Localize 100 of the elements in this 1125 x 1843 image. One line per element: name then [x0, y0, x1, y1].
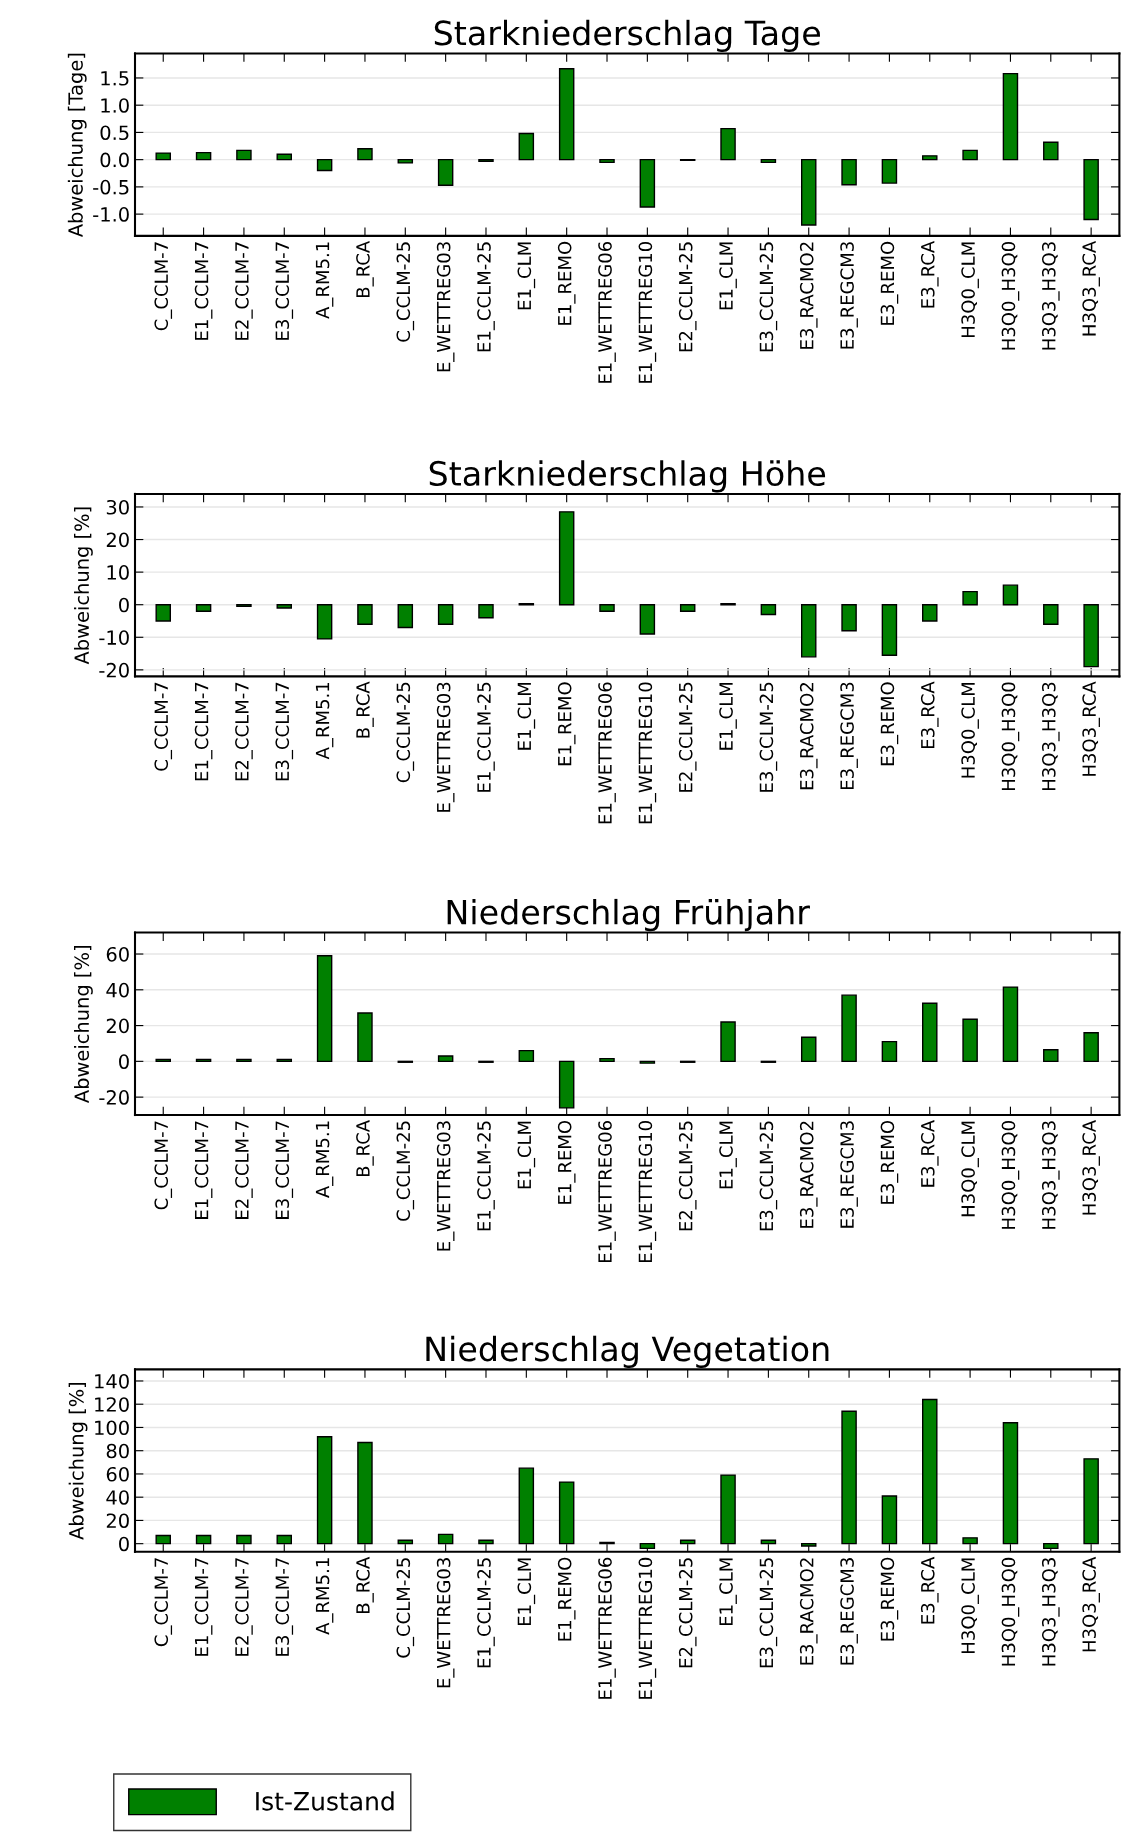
x-tick-label: H3Q0_H3Q0 [1001, 1557, 1020, 1666]
bar [236, 149, 252, 161]
x-tick-label: H3Q3_H3Q3 [1041, 242, 1060, 350]
bar [276, 604, 293, 609]
x-tick-label: H3Q3_H3Q3 [1041, 682, 1060, 791]
bar [922, 604, 938, 622]
x-tick-label: H3Q0_CLM [961, 242, 979, 338]
x-tick-label: E2_CCLM-7 [235, 242, 253, 340]
bar [881, 1040, 898, 1063]
x-tick-label: E1_REMO [557, 1120, 576, 1204]
x-tick-label: E3_RACMO2 [799, 1121, 818, 1228]
y-tick-label: 10 [107, 565, 129, 580]
x-tick-label: C_CCLM-7 [154, 1558, 173, 1647]
x-tick-label: E3_CCLM-25 [759, 1558, 778, 1668]
bar [155, 604, 171, 622]
y-tick-label: 0.5 [100, 125, 129, 141]
y-tick-label: 20 [106, 1018, 129, 1034]
x-tick-label: H3Q0_CLM [961, 1121, 979, 1217]
y-tick-label: -10 [99, 630, 129, 645]
x-tick-label: E1_CLM [517, 242, 536, 310]
x-tick-label: E1_CLM [517, 1558, 536, 1626]
x-tick-label: E3_CCLM-25 [759, 1121, 778, 1231]
y-tick-label: 40 [106, 1490, 129, 1505]
x-tick-label: E2_CCLM-25 [678, 682, 697, 792]
x-tick-label: E1_CCLM-7 [194, 1558, 213, 1656]
bar [437, 604, 454, 625]
x-tick-label: E2_CCLM-25 [678, 1558, 697, 1668]
bar [1043, 1049, 1059, 1063]
y-axis-title: Abweichung [%] [74, 946, 93, 1104]
bar [679, 604, 696, 612]
bar [558, 68, 575, 161]
x-tick-label: E3_REMO [880, 1557, 899, 1641]
x-tick-label: E3_RACMO2 [799, 1558, 818, 1665]
y-tick-label: 120 [95, 1397, 129, 1412]
y-tick-label: -0.5 [93, 179, 129, 195]
x-tick-label: E3_REGCM3 [840, 1558, 858, 1665]
x-tick-label: E3_CCLM-7 [275, 1558, 294, 1656]
y-tick-label: -20 [99, 662, 129, 678]
bar [639, 158, 656, 208]
legend-label: Ist-Zustand [256, 1791, 394, 1811]
x-tick-label: E3_RACMO2 [799, 242, 818, 349]
bar [1043, 604, 1059, 625]
x-tick-label: E1_REMO [557, 1557, 576, 1641]
y-tick-label: 60 [106, 946, 129, 962]
x-tick-label: C_CCLM-7 [154, 682, 173, 771]
chart-title: Starkniederschlag Höhe [429, 460, 826, 493]
x-tick-label: C_CCLM-25 [396, 682, 415, 783]
x-tick-label: E_WETTREG03 [436, 1558, 455, 1688]
bar [800, 1036, 817, 1063]
bar [639, 604, 656, 635]
x-tick-label: E1_CLM [719, 683, 737, 750]
x-tick-label: H3Q0_CLM [961, 683, 979, 778]
bar [1043, 141, 1059, 161]
x-tick-label: H3Q3_RCA [1082, 681, 1100, 776]
x-tick-label: E1_CCLM-25 [477, 1558, 495, 1668]
x-tick-label: E3_REGCM3 [840, 1121, 858, 1228]
x-tick-label: E1_CLM [517, 683, 536, 750]
bar [599, 1057, 615, 1063]
x-tick-label: H3Q0_H3Q0 [1001, 241, 1020, 350]
x-tick-label: H3Q3_H3Q3 [1041, 1558, 1060, 1666]
bar [357, 148, 373, 161]
bar [962, 590, 978, 606]
x-tick-label: C_CCLM-25 [396, 1558, 415, 1658]
x-tick-label: C_CCLM-7 [154, 242, 173, 331]
bar [760, 158, 777, 164]
bar [922, 155, 938, 161]
x-tick-label: E3_RCA [920, 240, 939, 308]
bar [841, 604, 857, 632]
x-tick-label: H3Q3_RCA [1082, 1120, 1100, 1215]
x-tick-label: H3Q3_H3Q3 [1041, 1121, 1060, 1229]
x-tick-label: H3Q0_H3Q0 [1001, 682, 1020, 791]
x-tick-label: H3Q3_RCA [1082, 240, 1100, 336]
y-tick-label: 1.0 [101, 98, 129, 113]
bar [437, 1055, 454, 1063]
x-tick-label: E3_CCLM-7 [275, 682, 294, 781]
y-tick-label: 60 [106, 1466, 129, 1482]
bar [760, 604, 777, 616]
bar [195, 151, 212, 161]
y-tick-label: 30 [106, 499, 129, 515]
x-tick-label: E1_CCLM-25 [477, 682, 495, 792]
bar [599, 604, 615, 612]
bar [962, 149, 978, 161]
bar [800, 604, 817, 658]
x-tick-label: B_RCA [356, 1120, 374, 1177]
x-tick-label: C_CCLM-25 [396, 1121, 415, 1221]
x-tick-label: E1_CLM [719, 242, 737, 310]
bar [155, 152, 171, 161]
bar [639, 1542, 656, 1550]
x-tick-label: E1_CCLM-7 [194, 1121, 213, 1219]
x-tick-label: E1_WETTREG06 [598, 1557, 616, 1699]
bar [599, 158, 615, 164]
bar [962, 1018, 978, 1063]
y-tick-label: 140 [95, 1373, 129, 1389]
y-tick-label: 0 [119, 597, 129, 613]
x-tick-label: E_WETTREG03 [436, 682, 455, 812]
bar [841, 158, 857, 186]
x-tick-label: E2_CCLM-25 [678, 1121, 697, 1231]
x-tick-label: H3Q0_CLM [961, 1558, 979, 1653]
x-tick-label: E1_WETTREG06 [598, 241, 616, 383]
y-tick-label: 100 [95, 1420, 129, 1436]
